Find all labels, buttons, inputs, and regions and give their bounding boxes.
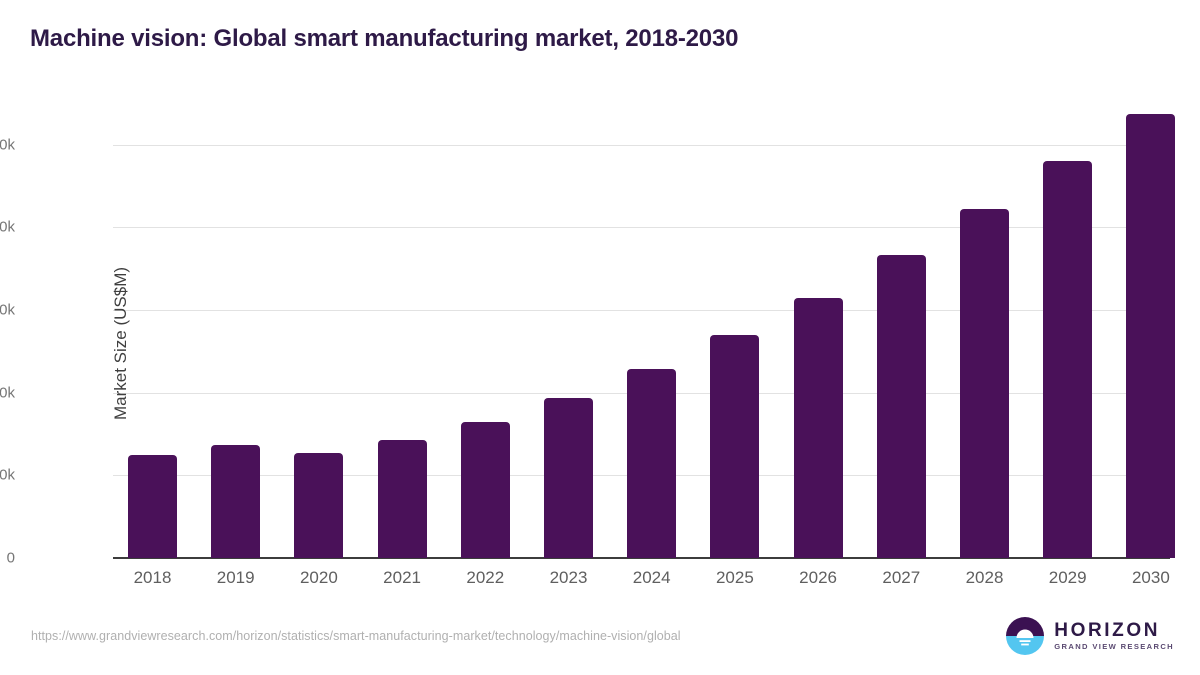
- y-axis-tick-label: 40k: [0, 218, 15, 236]
- x-axis-line: [113, 557, 1170, 559]
- bar[interactable]: [460, 422, 510, 558]
- bar[interactable]: [793, 297, 843, 558]
- x-axis-tick-label: 2023: [549, 568, 588, 587]
- x-axis-tick-label: 2024: [632, 568, 671, 587]
- y-axis-tick-label: 20k: [0, 384, 15, 402]
- horizon-logo[interactable]: HORIZON GRAND VIEW RESEARCH: [1005, 616, 1174, 656]
- x-axis-tick-label: 2027: [882, 568, 921, 587]
- x-axis-tick-label: 2030: [1131, 568, 1170, 587]
- page-title: Machine vision: Global smart manufacturi…: [30, 25, 739, 52]
- x-axis-tick-label: 2026: [799, 568, 837, 587]
- bar[interactable]: [544, 397, 593, 558]
- x-axis-tick-label: 2018: [133, 568, 172, 587]
- bar[interactable]: [128, 454, 177, 558]
- bar[interactable]: [1043, 161, 1093, 558]
- bar[interactable]: [377, 439, 427, 558]
- bar[interactable]: [710, 334, 760, 558]
- gridline: [113, 309, 1170, 311]
- y-axis-tick-label: 50k: [0, 136, 15, 154]
- gridline: [113, 227, 1170, 229]
- bar[interactable]: [211, 444, 261, 558]
- x-axis-tick-label: 2021: [383, 568, 421, 587]
- y-axis-tick-label: 10k: [0, 466, 15, 484]
- bar-series: [113, 95, 1176, 558]
- x-axis-tick-label: 2025: [715, 568, 754, 587]
- bar[interactable]: [627, 368, 677, 558]
- bar[interactable]: [876, 254, 926, 558]
- logo-tagline: GRAND VIEW RESEARCH: [1054, 642, 1174, 652]
- logo-text: HORIZON GRAND VIEW RESEARCH: [1054, 621, 1174, 651]
- logo-wordmark: HORIZON: [1054, 620, 1161, 642]
- x-axis-tick-label: 2028: [965, 568, 1004, 587]
- x-axis-tick-label: 2029: [1048, 568, 1087, 587]
- gridline: [113, 144, 1170, 146]
- bar[interactable]: [960, 209, 1009, 558]
- x-axis-tick-label: 2022: [466, 568, 505, 587]
- x-axis-tick-label: 2020: [299, 568, 338, 587]
- y-axis-tick-label: 30k: [0, 301, 15, 319]
- source-url[interactable]: https://www.grandviewresearch.com/horizo…: [31, 629, 681, 643]
- horizon-sun-circle-icon: [1006, 617, 1045, 655]
- x-axis-tick-label: 2019: [216, 568, 255, 587]
- bar[interactable]: [294, 453, 344, 558]
- y-axis-tick-label: 0: [6, 549, 15, 567]
- bar[interactable]: [1126, 114, 1176, 558]
